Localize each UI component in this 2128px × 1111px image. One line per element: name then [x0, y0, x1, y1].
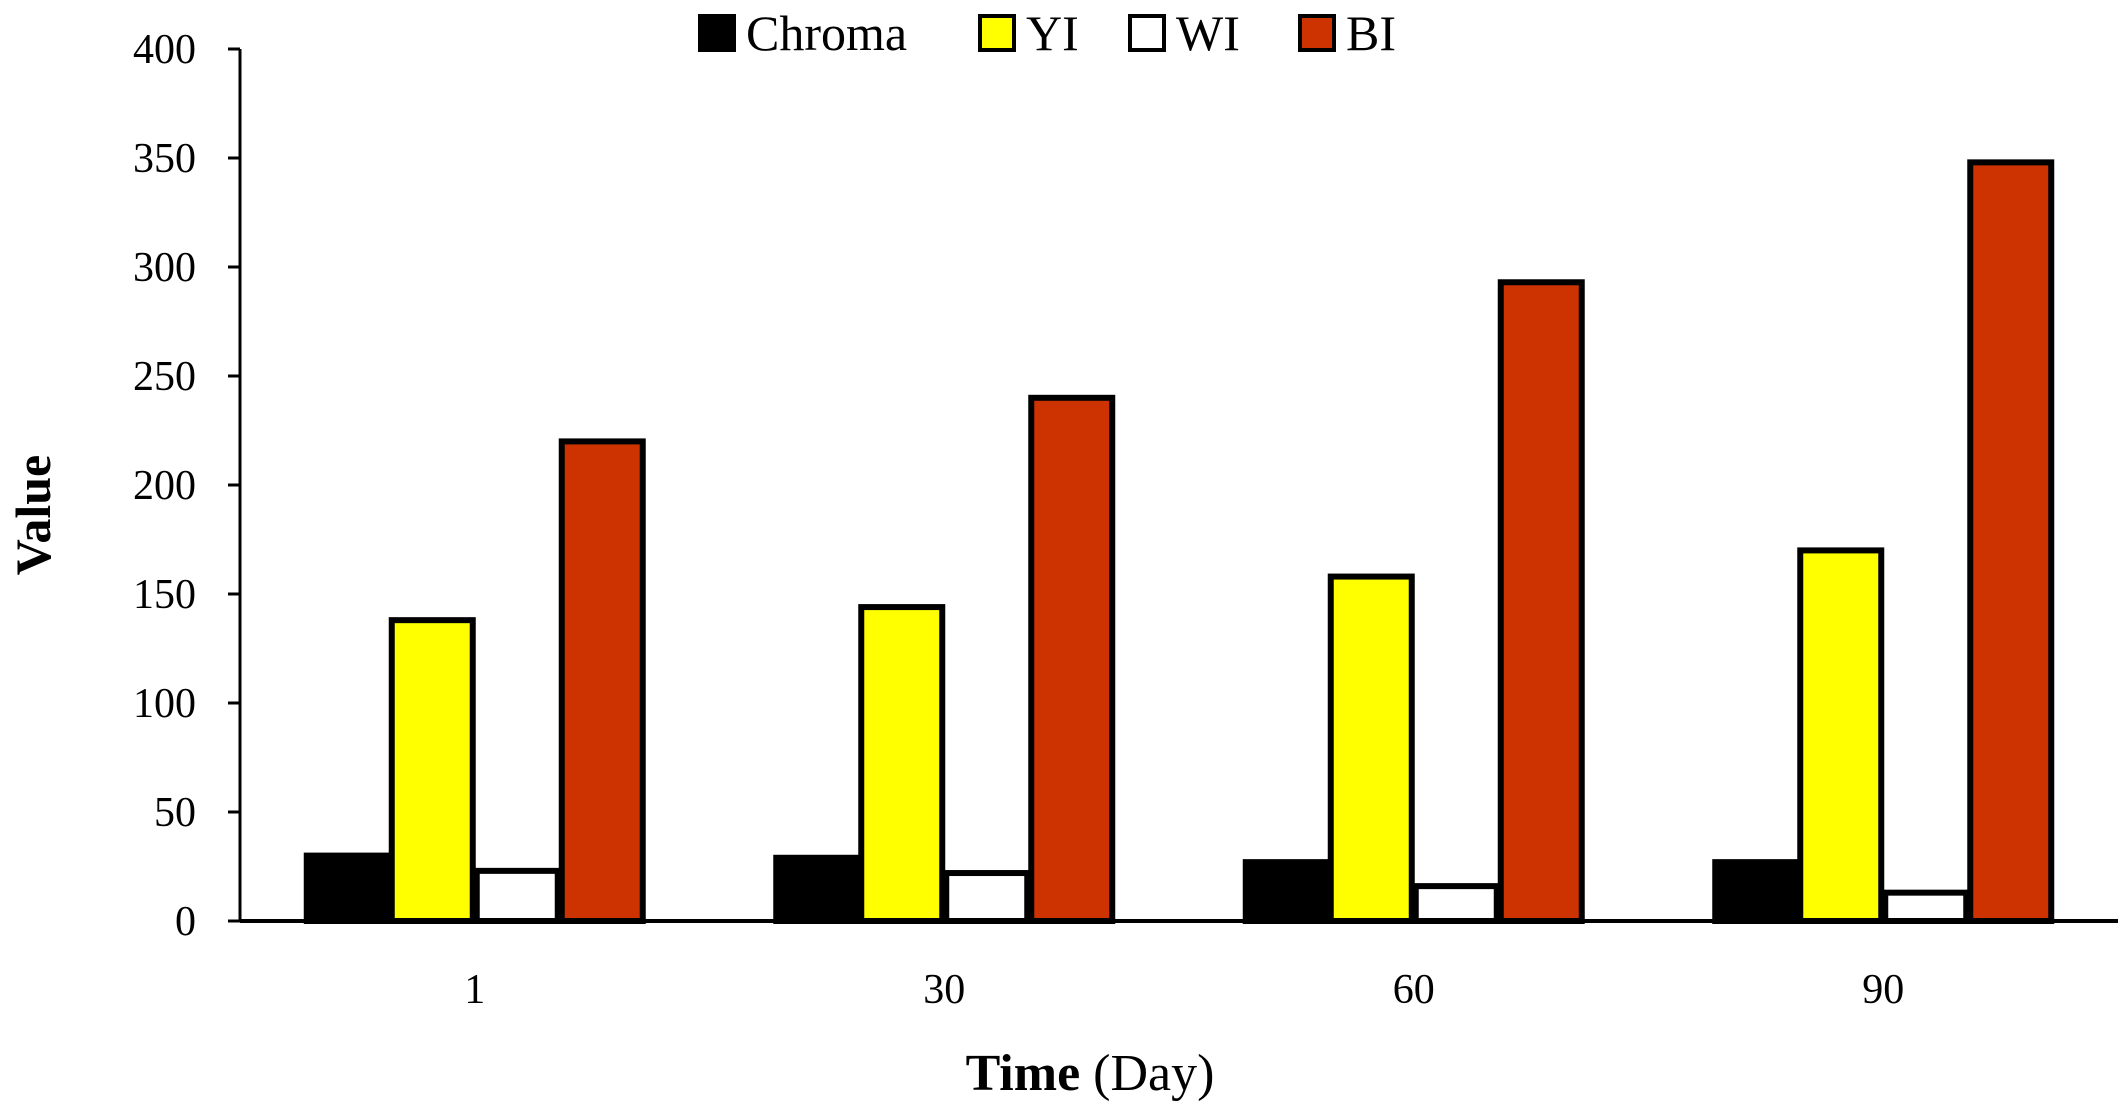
bar-wi-1: [473, 867, 561, 924]
y-axis: 0 50 100 150 200 250 300 350 400: [133, 27, 242, 945]
x-axis-label: Time (Day): [966, 1045, 1215, 1102]
x-tick-label: 1: [464, 967, 485, 1013]
legend-label-wi: WI: [1176, 5, 1240, 61]
bars: [303, 159, 2055, 925]
bar-wi-30: [943, 870, 1031, 924]
y-axis-label: Value: [5, 455, 61, 575]
y-tick-label: 200: [133, 463, 196, 509]
bar-bi-60: [1497, 279, 1585, 924]
legend: Chroma YI WI BI: [698, 5, 1396, 61]
x-axis: 1 30 60 90: [240, 919, 2118, 1013]
legend-swatch-wi: [1128, 14, 1166, 52]
bar-bi-30: [1028, 394, 1116, 924]
y-tick-label: 150: [133, 572, 196, 618]
legend-label-bi: BI: [1346, 5, 1396, 61]
bar-bi-90: [1967, 159, 2055, 925]
y-tick-label: 100: [133, 681, 196, 727]
legend-label-yi: YI: [1026, 5, 1079, 61]
bar-chroma-30: [773, 854, 861, 925]
y-tick-label: 300: [133, 245, 196, 291]
legend-label-chroma: Chroma: [746, 5, 907, 61]
y-tick-label: 250: [133, 354, 196, 400]
bar-chroma-90: [1712, 859, 1800, 925]
bar-yi-30: [858, 604, 946, 925]
x-axis-label-unit: (Day): [1080, 1045, 1214, 1102]
bar-yi-60: [1327, 573, 1415, 924]
bar-wi-60: [1412, 883, 1500, 924]
bar-wi-90: [1882, 889, 1970, 924]
bar-chroma-60: [1242, 859, 1330, 925]
legend-swatch-bi: [1298, 14, 1336, 52]
bar-bi-1: [558, 438, 646, 924]
legend-swatch-chroma: [698, 14, 736, 52]
x-tick-label: 60: [1393, 967, 1435, 1013]
x-tick-label: 90: [1862, 967, 1904, 1013]
y-tick-label: 0: [175, 899, 196, 945]
bar-yi-90: [1797, 547, 1885, 925]
y-tick-label: 350: [133, 136, 196, 182]
legend-swatch-yi: [978, 14, 1016, 52]
x-tick-label: 30: [923, 967, 965, 1013]
bar-chroma-1: [303, 852, 391, 924]
x-axis-label-main: Time: [966, 1045, 1081, 1102]
bar-yi-1: [388, 617, 476, 924]
y-tick-label: 50: [154, 790, 196, 836]
y-tick-label: 400: [133, 27, 196, 73]
